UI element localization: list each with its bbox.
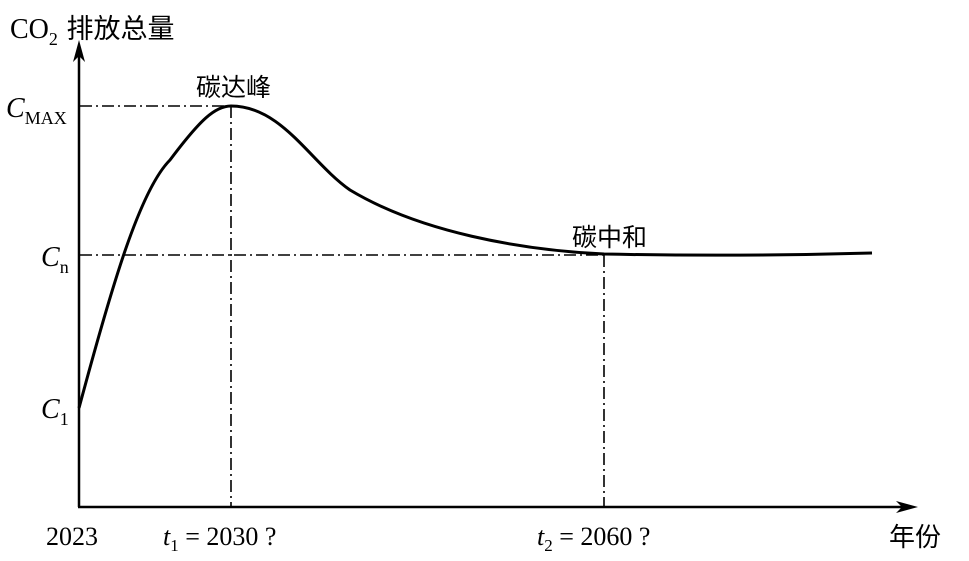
- x-start-label: 2023: [46, 522, 98, 551]
- y-axis-label-prefix: CO: [10, 14, 49, 45]
- y-tick-cn-main: C: [41, 242, 60, 273]
- x-marker-t2: t2 = 2060 ?: [537, 522, 650, 555]
- y-axis-arrow: [73, 40, 85, 62]
- x-marker-t2-sub: 2: [544, 536, 553, 555]
- x-marker-t2-rest: = 2060 ?: [553, 522, 651, 551]
- x-marker-t1-sub: 1: [170, 536, 179, 555]
- y-axis-label: CO2 排放总量: [10, 14, 175, 49]
- y-axis-label-rest: 排放总量: [58, 14, 175, 45]
- y-tick-c1: C1: [41, 394, 69, 429]
- guide-lines: [80, 105, 605, 506]
- y-tick-cmax: CMAX: [6, 93, 67, 128]
- x-axis-arrow: [896, 501, 918, 513]
- x-axis-label: 年份: [889, 523, 941, 553]
- x-marker-t2-main: t: [537, 522, 545, 551]
- y-tick-c1-sub: 1: [60, 409, 69, 429]
- x-marker-t1: t1 = 2030 ?: [163, 522, 276, 555]
- y-tick-cmax-main: C: [6, 93, 25, 124]
- y-tick-c1-main: C: [41, 394, 60, 425]
- neutrality-annotation: 碳中和: [572, 223, 647, 252]
- y-tick-cn-sub: n: [60, 257, 69, 277]
- y-tick-cn: Cn: [41, 242, 69, 277]
- emission-curve: [77, 104, 873, 409]
- y-tick-cmax-sub: MAX: [25, 108, 67, 128]
- x-marker-t1-main: t: [163, 522, 171, 551]
- peak-annotation: 碳达峰: [196, 73, 271, 102]
- y-axis-label-sub: 2: [49, 29, 58, 49]
- x-marker-t1-rest: = 2030 ?: [179, 522, 277, 551]
